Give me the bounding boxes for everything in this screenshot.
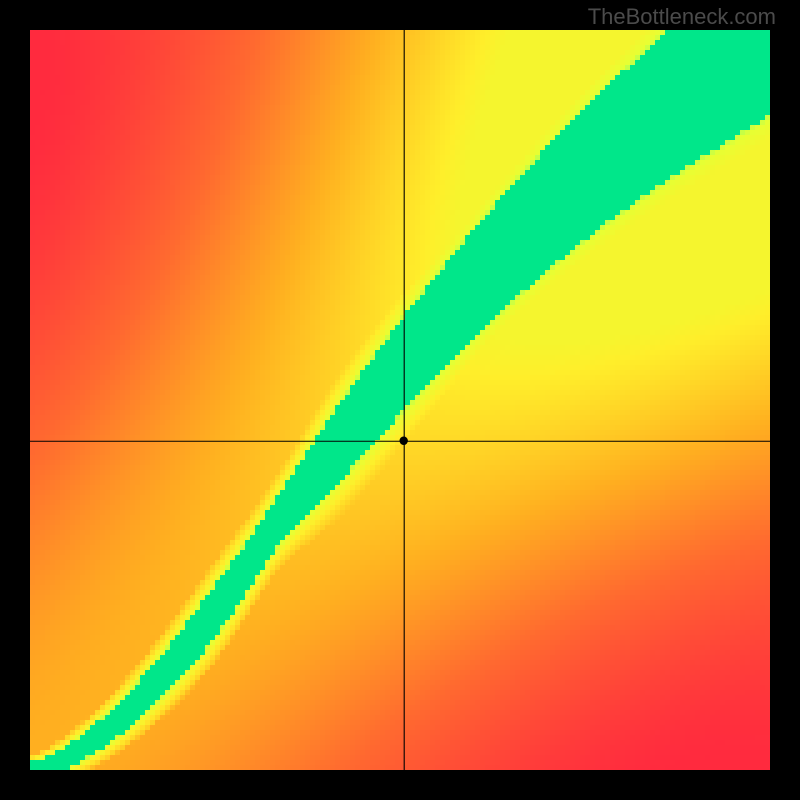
overlay-canvas bbox=[0, 0, 800, 800]
watermark-text: TheBottleneck.com bbox=[588, 4, 776, 30]
